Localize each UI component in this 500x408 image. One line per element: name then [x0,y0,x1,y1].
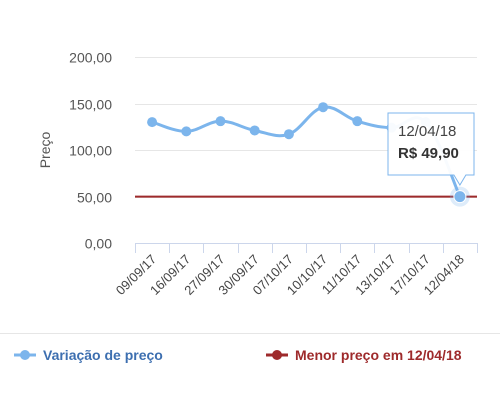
y-tick-label: 150,00 [69,97,112,113]
y-axis-ticks: 0,00 50,00 100,00 150,00 200,00 [69,50,112,252]
y-tick-label: 100,00 [69,143,112,159]
y-tick-label: 200,00 [69,50,112,66]
legend-label: Variação de preço [43,347,163,363]
legend-marker [20,350,30,360]
legend-marker [272,350,282,360]
legend: Variação de preço Menor preço em 12/04/18 [14,347,462,363]
tooltip: 12/04/18 R$ 49,90 [387,112,475,186]
data-point[interactable] [181,126,192,137]
data-point[interactable] [283,129,294,140]
legend-item-min-price[interactable]: Menor preço em 12/04/18 [266,347,462,363]
tooltip-box [387,112,475,186]
tooltip-date: 12/04/18 [398,123,456,140]
x-axis: 09/09/1716/09/1727/09/1730/09/1707/10/17… [113,243,478,298]
data-point[interactable] [147,117,158,128]
data-point[interactable] [215,116,226,127]
legend-item-price-variation[interactable]: Variação de preço [14,347,163,363]
data-point[interactable] [453,190,467,204]
y-tick-label: 50,00 [77,190,112,206]
y-tick-label: 0,00 [85,236,112,252]
legend-label: Menor preço em 12/04/18 [295,347,462,363]
y-axis-title: Preço [37,132,53,169]
tooltip-value: R$ 49,90 [398,145,459,162]
data-point[interactable] [318,102,329,113]
data-point[interactable] [249,125,260,136]
data-point[interactable] [352,116,363,127]
